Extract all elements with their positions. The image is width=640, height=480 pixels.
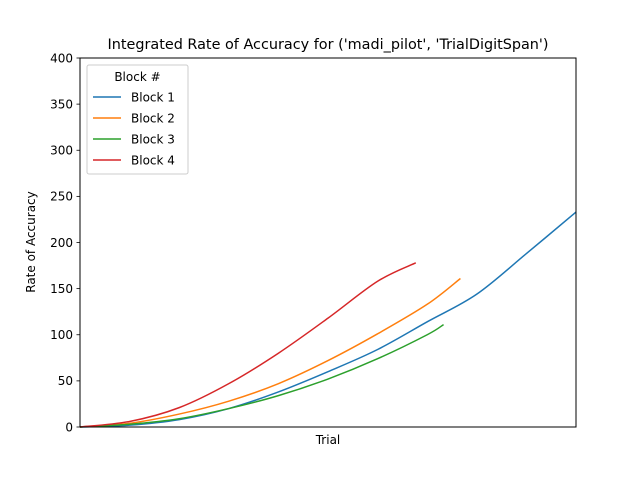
legend-label: Block 3 bbox=[131, 132, 175, 146]
y-tick-label: 50 bbox=[58, 374, 73, 388]
plot-lines bbox=[79, 211, 577, 428]
legend-label: Block 2 bbox=[131, 111, 175, 125]
y-tick-label: 400 bbox=[50, 51, 73, 65]
series-line-block-4 bbox=[79, 262, 417, 428]
y-axis-ticks: 0 50 100 150 200 250 300 350 400 bbox=[50, 51, 80, 434]
plot-area-frame bbox=[79, 57, 577, 428]
series-line-block-3 bbox=[79, 323, 444, 428]
legend-label: Block 1 bbox=[131, 90, 175, 104]
y-tick-label: 0 bbox=[65, 420, 73, 434]
legend-label: Block 4 bbox=[131, 153, 175, 167]
y-tick-label: 350 bbox=[50, 97, 73, 111]
y-tick-label: 200 bbox=[50, 236, 73, 250]
legend-title: Block # bbox=[114, 70, 160, 84]
y-tick-label: 250 bbox=[50, 190, 73, 204]
legend-box bbox=[86, 64, 189, 175]
legend: Block # Block 1 Block 2 Block 3 Block 4 bbox=[86, 64, 189, 175]
y-tick-label: 150 bbox=[50, 282, 73, 296]
chart-title: Integrated Rate of Accuracy for ('madi_p… bbox=[108, 37, 549, 53]
series-line-block-1 bbox=[79, 211, 577, 428]
y-tick-label: 300 bbox=[50, 144, 73, 158]
y-tick-label: 100 bbox=[50, 328, 73, 342]
x-axis-label: Trial bbox=[315, 433, 341, 447]
y-axis-label: Rate of Accuracy bbox=[24, 191, 38, 293]
series-line-block-2 bbox=[79, 277, 461, 428]
